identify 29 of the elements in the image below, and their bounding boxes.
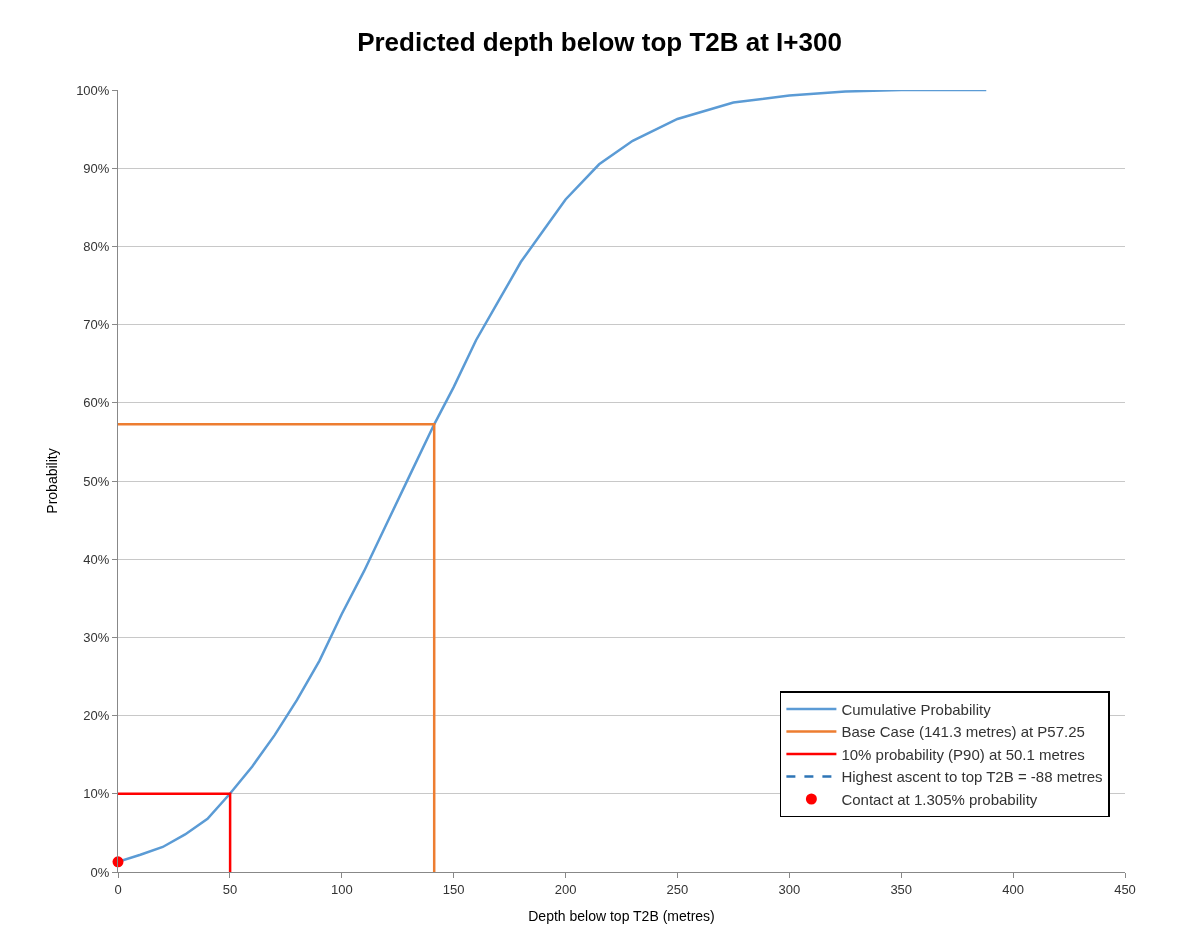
x-tick-label: 50 xyxy=(222,881,238,897)
x-tick-label: 0 xyxy=(114,881,122,897)
legend-label: Base Case (141.3 metres) at P57.25 xyxy=(841,723,1085,741)
x-tick-label: 150 xyxy=(442,881,465,897)
y-tick-label: 60% xyxy=(83,395,110,411)
y-tick-label: 0% xyxy=(90,864,110,880)
y-tick-label: 100% xyxy=(76,82,110,98)
x-tick-label: 200 xyxy=(554,881,577,897)
x-tick-label: 100 xyxy=(330,881,353,897)
x-tick-label: 450 xyxy=(1114,881,1136,897)
legend-label: 10% probability (P90) at 50.1 metres xyxy=(841,745,1085,763)
y-tick-label: 50% xyxy=(83,473,110,489)
y-tick-label: 90% xyxy=(83,160,110,176)
x-tick-label: 250 xyxy=(666,881,689,897)
y-tick-label: 80% xyxy=(83,238,110,254)
y-tick-label: 40% xyxy=(83,551,110,567)
x-tick-label: 300 xyxy=(778,881,801,897)
y-axis-title: Probability xyxy=(43,448,60,514)
legend-label: Contact at 1.305% probability xyxy=(841,790,1038,808)
x-tick-label: 350 xyxy=(890,881,913,897)
legend-label: Highest ascent to top T2B = -88 metres xyxy=(841,768,1103,786)
x-tick-label: 400 xyxy=(1002,881,1024,897)
x-axis-title: Depth below top T2B (metres) xyxy=(528,907,715,924)
y-tick-label: 30% xyxy=(83,629,110,645)
y-tick-label: 70% xyxy=(83,317,110,333)
y-tick-label: 10% xyxy=(83,786,110,802)
chart-title: Predicted depth below top T2B at I+300 xyxy=(357,27,842,58)
y-tick-label: 20% xyxy=(83,708,110,724)
legend-label: Cumulative Probability xyxy=(841,700,992,718)
